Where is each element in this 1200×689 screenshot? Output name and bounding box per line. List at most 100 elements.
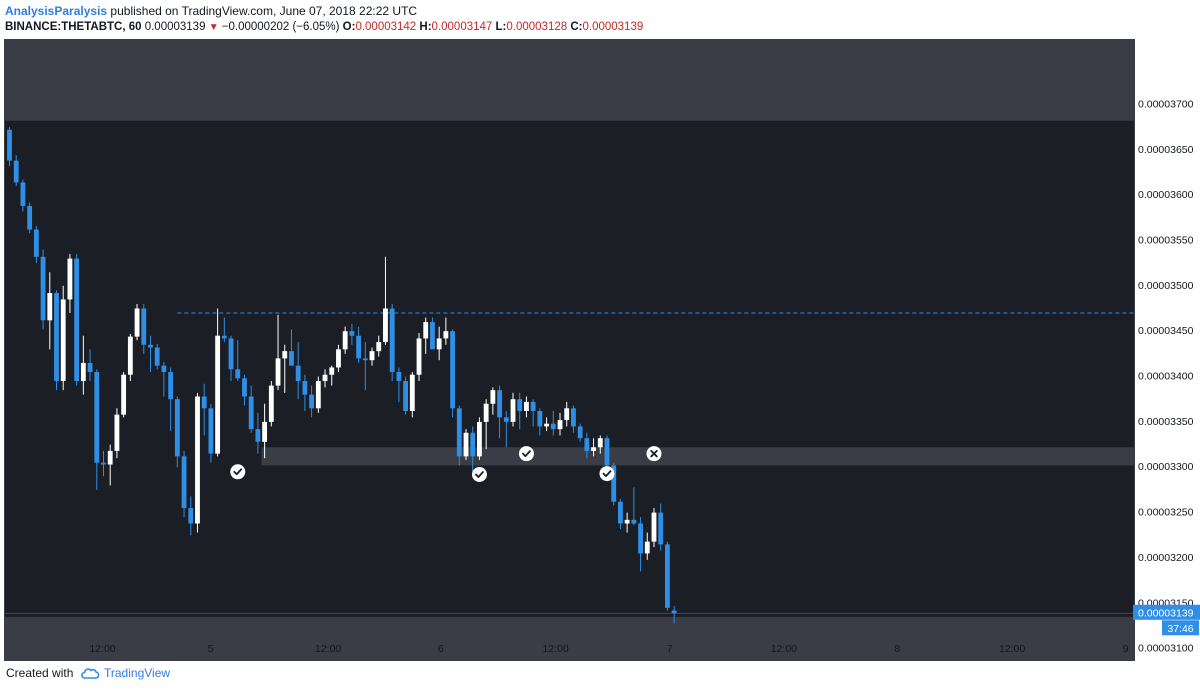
candle-up[interactable]	[47, 272, 53, 350]
candle-down[interactable]	[403, 376, 409, 415]
candle-down[interactable]	[228, 335, 234, 382]
time-axis[interactable]: 12:00 5 12:00 6 12:00 7 12:00 8 12:00 9	[4, 640, 1133, 660]
candle-down[interactable]	[470, 426, 476, 472]
candle-up[interactable]	[524, 396, 529, 418]
candle-down[interactable]	[631, 487, 637, 526]
candle-down[interactable]	[664, 541, 670, 611]
candle-up[interactable]	[416, 332, 422, 382]
candle-up[interactable]	[114, 408, 120, 459]
candle-down[interactable]	[604, 435, 610, 470]
author-link[interactable]: AnalysisParalysis	[5, 4, 108, 18]
candle-down[interactable]	[235, 340, 241, 382]
candle-down[interactable]	[154, 343, 160, 370]
candle-down[interactable]	[349, 323, 355, 345]
candle-down[interactable]	[181, 450, 187, 518]
candle-down[interactable]	[242, 374, 247, 406]
candle-up[interactable]	[127, 333, 133, 382]
candlestick-chart[interactable]	[5, 40, 1134, 660]
candle-down[interactable]	[503, 411, 509, 448]
candle-down[interactable]	[101, 450, 106, 477]
candle-up[interactable]	[376, 335, 382, 357]
candle-down[interactable]	[174, 396, 180, 468]
candle-up[interactable]	[329, 365, 335, 386]
check-circle-icon[interactable]	[471, 466, 487, 482]
candle-down[interactable]	[456, 405, 462, 466]
check-circle-icon[interactable]	[599, 466, 615, 482]
candle-up[interactable]	[409, 371, 415, 418]
candle-up[interactable]	[67, 254, 73, 314]
candle-up[interactable]	[195, 392, 200, 533]
candle-down[interactable]	[33, 225, 39, 264]
candle-up[interactable]	[436, 326, 442, 361]
candle-up[interactable]	[268, 381, 274, 427]
candle-down[interactable]	[295, 342, 301, 400]
candle-down[interactable]	[396, 367, 402, 402]
candle-down[interactable]	[389, 303, 395, 382]
candle-down[interactable]	[13, 155, 19, 187]
candle-up[interactable]	[121, 371, 127, 418]
candle-down[interactable]	[20, 179, 26, 212]
candle-down[interactable]	[87, 349, 93, 382]
candle-down[interactable]	[537, 408, 543, 436]
candle-down[interactable]	[168, 367, 174, 431]
candle-up[interactable]	[564, 401, 570, 427]
candle-down[interactable]	[618, 498, 623, 529]
candle-up[interactable]	[544, 417, 549, 431]
candle-up[interactable]	[624, 512, 630, 533]
candle-down[interactable]	[550, 411, 556, 436]
candle-up[interactable]	[383, 256, 388, 345]
candle-up[interactable]	[262, 403, 268, 459]
candle-down[interactable]	[289, 329, 294, 366]
candle-down[interactable]	[430, 317, 435, 350]
candle-down[interactable]	[161, 362, 167, 397]
candle-up[interactable]	[510, 392, 516, 427]
candle-down[interactable]	[530, 399, 536, 427]
candle-up[interactable]	[477, 417, 482, 460]
candle-up[interactable]	[557, 412, 563, 436]
candle-up[interactable]	[369, 347, 375, 366]
check-circle-icon[interactable]	[518, 446, 534, 462]
candle-up[interactable]	[423, 317, 429, 354]
candle-down[interactable]	[54, 290, 59, 391]
candle-down[interactable]	[255, 412, 261, 454]
candle-up[interactable]	[651, 508, 657, 548]
candle-down[interactable]	[517, 392, 523, 430]
candle-down[interactable]	[74, 254, 80, 386]
candle-down[interactable]	[584, 432, 590, 459]
candle-up[interactable]	[80, 335, 86, 395]
candle-down[interactable]	[497, 385, 502, 439]
candle-down[interactable]	[40, 249, 46, 330]
candle-up[interactable]	[597, 435, 603, 454]
check-circle-icon[interactable]	[230, 464, 246, 480]
candle-up[interactable]	[443, 317, 449, 345]
candle-down[interactable]	[309, 385, 315, 418]
candle-up[interactable]	[463, 429, 469, 460]
candle-up[interactable]	[483, 399, 489, 450]
x-circle-icon[interactable]	[646, 446, 662, 462]
candle-down[interactable]	[577, 423, 583, 442]
candle-down[interactable]	[362, 342, 368, 391]
candle-down[interactable]	[94, 369, 100, 490]
candle-down[interactable]	[611, 462, 617, 506]
candle-up[interactable]	[591, 438, 596, 457]
candle-down[interactable]	[248, 385, 254, 433]
candle-up[interactable]	[322, 369, 328, 388]
candle-down[interactable]	[671, 606, 677, 624]
candle-up[interactable]	[215, 308, 221, 457]
candle-down[interactable]	[141, 303, 147, 354]
candle-down[interactable]	[7, 127, 12, 167]
candle-up[interactable]	[336, 344, 341, 372]
candle-up[interactable]	[275, 314, 281, 391]
candle-up[interactable]	[644, 532, 650, 560]
candle-down[interactable]	[208, 403, 214, 463]
tradingview-brand-link[interactable]: TradingView	[104, 666, 171, 680]
price-axis[interactable]: 0.00003700 0.00003650 0.00003600 0.00003550…	[1133, 39, 1200, 659]
candle-up[interactable]	[60, 285, 66, 391]
candle-down[interactable]	[27, 202, 33, 234]
candle-up[interactable]	[315, 376, 321, 413]
candle-up[interactable]	[342, 326, 348, 354]
candle-down[interactable]	[638, 517, 643, 572]
candle-up[interactable]	[490, 387, 496, 415]
candle-down[interactable]	[201, 383, 207, 436]
candle-up[interactable]	[107, 444, 113, 486]
